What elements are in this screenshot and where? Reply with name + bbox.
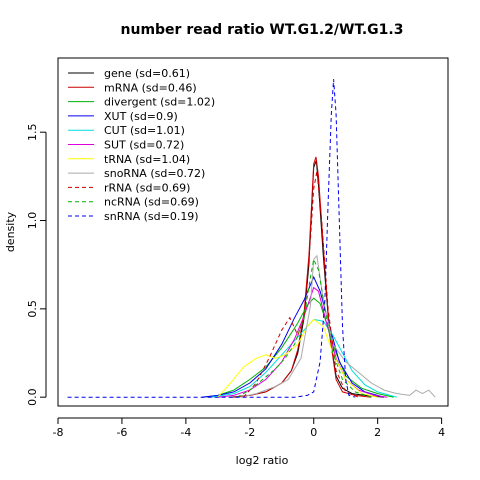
x-tick-label-2: -4 [180, 426, 191, 439]
legend-entry-2: divergent (sd=1.02) [104, 96, 215, 109]
x-tick-label-1: -6 [116, 426, 127, 439]
legend-entry-7: snoRNA (sd=0.72) [104, 167, 205, 180]
y-tick-label-2: 1.0 [26, 212, 39, 230]
series-line-1 [233, 156, 372, 398]
legend-entry-10: snRNA (sd=0.19) [104, 210, 199, 223]
legend-entry-1: mRNA (sd=0.46) [104, 81, 197, 94]
series-line-10 [67, 79, 356, 398]
legend: gene (sd=0.61)mRNA (sd=0.46) divergent (s… [68, 67, 215, 223]
chart-title: number read ratio WT.G1.2/WT.G1.3 [121, 22, 404, 38]
legend-entry-4: CUT (sd=1.01) [104, 124, 185, 137]
legend-entry-5: SUT (sd=0.72) [104, 139, 184, 152]
series-line-6 [217, 318, 378, 398]
series-line-4 [211, 318, 398, 398]
y-tick-label-1: 0.5 [26, 300, 39, 318]
legend-entry-0: gene (sd=0.61) [104, 67, 190, 80]
series-line-9 [236, 257, 372, 398]
series-line-3 [201, 275, 385, 398]
series-line-7 [240, 254, 436, 398]
y-tick-label-3: 1.5 [26, 123, 39, 141]
x-axis-label: log2 ratio [236, 454, 289, 467]
legend-entry-8: rRNA (sd=0.69) [104, 181, 190, 194]
x-tick-label-3: -2 [244, 426, 255, 439]
x-tick-label-4: 0 [310, 426, 317, 439]
legend-entry-6: tRNA (sd=1.04) [104, 153, 190, 166]
series-lines [67, 79, 436, 398]
axes: -8 -6 -4 -2 0 2 4 0.0 0.5 1.0 1.5 [26, 123, 445, 439]
legend-entry-9: ncRNA (sd=0.69) [104, 196, 199, 209]
x-tick-label-5: 2 [374, 426, 381, 439]
legend-entry-3: XUT (sd=0.9) [104, 110, 178, 123]
y-axis-label: density [4, 211, 17, 252]
x-tick-label-0: -8 [53, 426, 64, 439]
y-tick-label-0: 0.0 [26, 388, 39, 406]
x-tick-label-6: 4 [438, 426, 445, 439]
series-line-8 [243, 171, 359, 398]
plot-frame [57, 57, 449, 407]
